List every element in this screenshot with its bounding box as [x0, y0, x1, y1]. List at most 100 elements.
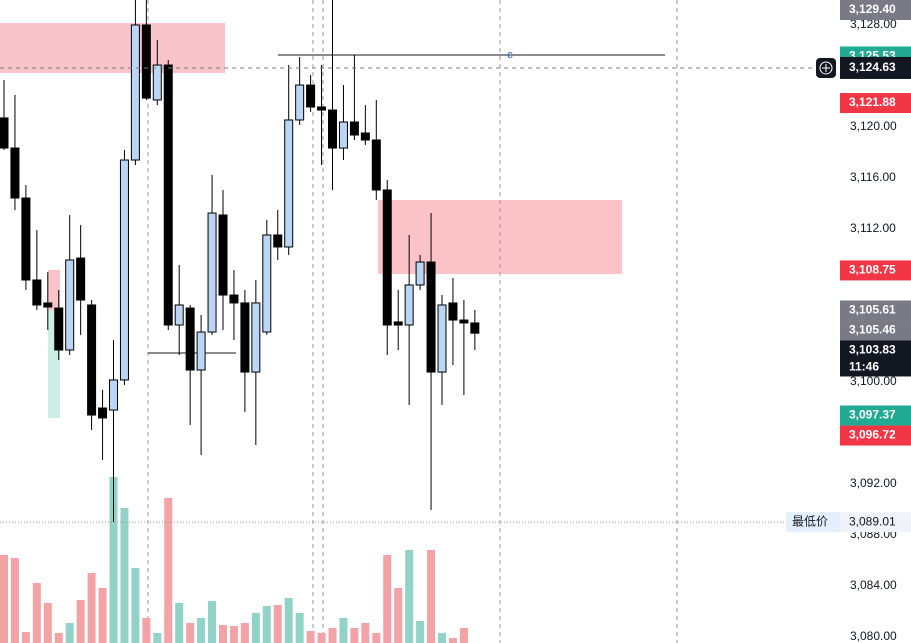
price-label: 3,105.46 [849, 323, 896, 337]
candle-body [43, 302, 53, 308]
volume-bar [306, 631, 315, 643]
candle-body [426, 261, 436, 373]
price-label-bg [840, 0, 911, 20]
price-label: 3,121.88 [849, 95, 896, 109]
volume-bar [240, 623, 249, 643]
volume-bar [394, 588, 403, 643]
low-label-bg [840, 512, 911, 533]
volume-bar [284, 598, 293, 643]
candle-body [185, 307, 195, 371]
price-label: 3,096.72 [849, 428, 896, 442]
candle-body [360, 132, 370, 141]
volume-bar [186, 623, 195, 643]
countdown: 11:46 [849, 360, 879, 374]
volume-bar [328, 628, 337, 643]
volume-bar [427, 550, 436, 643]
candle-body [65, 259, 75, 351]
price-label: 3,103.83 [849, 343, 896, 357]
candle-body [295, 84, 305, 121]
zone [48, 270, 60, 310]
volume-bar [142, 618, 151, 643]
candle-body [21, 197, 31, 281]
crosshair-label-bg [840, 56, 911, 79]
volume-bar [438, 633, 446, 643]
zone [0, 23, 225, 73]
volume-bar [416, 621, 425, 643]
volume-bar [197, 618, 206, 643]
volume-bar [339, 618, 348, 643]
volume-bar [0, 555, 8, 643]
volume-layer [0, 477, 468, 643]
candle-body [54, 307, 64, 351]
volume-bar [120, 508, 129, 643]
candle-body [328, 109, 337, 149]
candle-body [317, 106, 327, 111]
price-label-bg [840, 405, 911, 426]
candle-body [284, 119, 294, 248]
volume-bar [448, 638, 457, 643]
candle-body [119, 159, 129, 381]
volume-bar [98, 588, 107, 643]
candle-body [0, 117, 9, 149]
low-label: 3,089.01 [849, 514, 896, 528]
volume-bar [43, 603, 52, 643]
volume-bar [153, 633, 162, 643]
volume-bar [87, 573, 96, 643]
volume-bar [10, 558, 19, 643]
candle-body [32, 279, 42, 306]
y-tick-label: 3,116.00 [850, 170, 896, 184]
volume-bar [317, 633, 326, 643]
volume-bar [208, 601, 217, 643]
candle-body [470, 322, 480, 334]
y-tick-label: 3,128.00 [850, 17, 897, 31]
volume-bar [273, 605, 282, 643]
volume-bar [262, 606, 271, 643]
candle-body [393, 321, 403, 326]
price-label: 3,129.40 [849, 2, 896, 16]
candle-body [273, 234, 283, 248]
price-label-bg [840, 260, 911, 281]
volume-bar [65, 623, 74, 643]
price-label: 3,105.61 [849, 303, 896, 317]
volume-bar [175, 603, 184, 643]
volume-bar [459, 628, 468, 643]
candle-body [87, 304, 97, 416]
price-label-bg [840, 340, 911, 377]
volume-bar [109, 477, 118, 643]
candle-body [98, 407, 108, 419]
candle-body [152, 64, 162, 101]
price-label: 3,097.37 [849, 408, 896, 422]
volume-bar [21, 632, 30, 643]
candle-body [163, 64, 173, 326]
price-label-bg [840, 93, 911, 114]
candle-body [240, 302, 250, 373]
y-tick-label: 3,120.00 [850, 119, 897, 133]
price-label: 3,108.75 [849, 263, 896, 277]
candle-body [76, 257, 86, 301]
candle-body [196, 331, 206, 371]
volume-bar [76, 600, 85, 643]
crosshair-icon [822, 63, 830, 72]
candle-layer [0, 0, 480, 522]
volume-bar [164, 498, 173, 643]
candle-body [251, 302, 261, 373]
low-name: 最低价 [792, 514, 828, 528]
annotation: c [507, 49, 513, 61]
price-label-bg [840, 300, 911, 321]
y-tick-label: 3,080.00 [850, 629, 897, 643]
volume-bar [350, 628, 359, 643]
volume-bar [372, 633, 381, 643]
y-tick-label: 3,100.00 [850, 374, 897, 388]
candle-body [404, 284, 414, 326]
volume-bar [405, 550, 414, 643]
price-label-bg [840, 320, 911, 341]
candle-body [141, 24, 151, 99]
candle-body [349, 121, 359, 136]
candle-body [415, 261, 425, 286]
candle-body [10, 147, 20, 199]
low-name-bg [786, 512, 840, 533]
volume-bar [219, 625, 227, 643]
candle-body [371, 139, 381, 191]
